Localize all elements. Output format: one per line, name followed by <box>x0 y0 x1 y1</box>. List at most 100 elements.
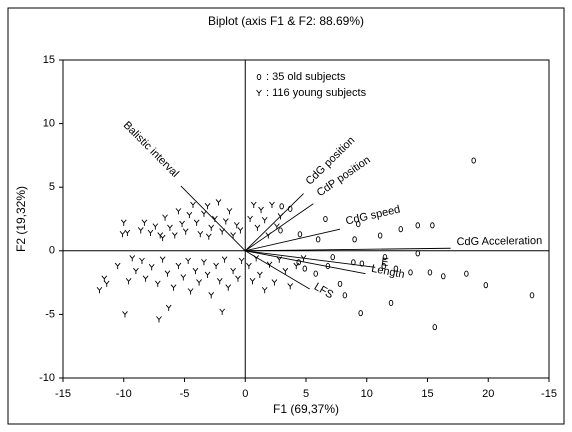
x-axis-label: F1 (69,37%) <box>273 402 339 416</box>
young-point <box>125 278 132 285</box>
young-point <box>187 288 194 295</box>
old-point <box>313 270 318 277</box>
old-point <box>358 310 363 317</box>
old-point <box>432 324 438 331</box>
young-point <box>256 271 263 278</box>
young-point <box>171 232 178 239</box>
vector-label: CdG Acceleration <box>457 235 543 248</box>
young-point <box>96 286 103 294</box>
young-point <box>238 257 245 264</box>
young-point <box>204 202 211 210</box>
old-point <box>342 292 348 299</box>
young-point <box>249 278 256 285</box>
young-point <box>139 257 145 264</box>
vector <box>244 193 304 252</box>
young-point <box>208 224 215 231</box>
old-point <box>415 250 421 257</box>
young-point <box>190 201 196 209</box>
young-point <box>156 316 162 323</box>
old-point <box>464 270 469 277</box>
young-point <box>208 292 215 299</box>
young-point <box>282 267 289 275</box>
legend-marker <box>256 89 262 96</box>
young-point <box>269 201 275 209</box>
old-point <box>315 236 321 243</box>
outer-frame <box>7 7 565 425</box>
vector <box>245 247 451 252</box>
young-point <box>197 230 204 238</box>
old-point <box>427 269 433 276</box>
young-point <box>180 274 187 281</box>
x-tick-label: 5 <box>303 388 309 400</box>
young-point <box>147 229 154 236</box>
young-point <box>141 219 148 226</box>
old-point <box>529 292 535 299</box>
young-point <box>185 257 191 264</box>
young-point <box>101 275 108 282</box>
young-point <box>271 279 278 286</box>
young-point <box>142 275 149 282</box>
young-point <box>120 219 127 226</box>
young-point <box>114 262 121 270</box>
young-point <box>258 206 264 214</box>
young-point <box>201 258 207 266</box>
young-point <box>201 210 207 217</box>
vector-label: E <box>380 256 389 269</box>
old-point <box>297 231 303 238</box>
y-tick-label: 15 <box>43 54 55 66</box>
vector <box>245 250 310 290</box>
young-point <box>164 270 171 277</box>
young-point <box>175 208 182 215</box>
young-point <box>293 262 300 270</box>
vector <box>245 228 341 252</box>
y-tick-label: 5 <box>49 181 55 193</box>
old-point <box>441 273 446 280</box>
young-point <box>182 228 189 235</box>
young-point <box>254 224 261 231</box>
old-point <box>278 227 283 234</box>
old-point <box>483 282 489 289</box>
old-point <box>330 254 335 261</box>
x-tick-label: 20 <box>482 388 494 400</box>
young-point <box>186 211 193 219</box>
young-point <box>221 256 228 263</box>
young-point <box>219 308 226 315</box>
x-tick-label: 0 <box>242 388 248 400</box>
old-point <box>352 236 357 243</box>
young-point <box>165 304 172 312</box>
y-tick-label: -5 <box>45 308 55 320</box>
old-point <box>337 280 343 287</box>
young-point <box>154 280 161 287</box>
legend-label: : 35 old subjects <box>266 71 346 83</box>
young-point <box>175 262 182 270</box>
young-point <box>205 233 212 240</box>
x-tick-label: -10 <box>116 388 132 400</box>
legend-label: : 116 young subjects <box>266 87 367 99</box>
old-point <box>382 254 388 261</box>
x-tick-label: -5 <box>180 388 190 400</box>
vector <box>245 250 366 275</box>
young-point <box>179 220 185 228</box>
young-point <box>222 218 229 225</box>
old-point <box>471 157 476 164</box>
young-point <box>162 214 168 221</box>
young-point <box>192 267 199 275</box>
young-point <box>250 201 257 209</box>
old-point <box>279 203 284 210</box>
old-point <box>398 226 404 233</box>
legend-marker <box>256 73 262 81</box>
young-point <box>103 280 110 287</box>
young-point <box>152 223 159 230</box>
young-point <box>225 284 232 291</box>
young-point <box>237 227 244 234</box>
young-point <box>196 279 202 286</box>
young-point <box>119 230 126 238</box>
vector <box>245 250 376 268</box>
young-point <box>226 208 233 215</box>
young-point <box>129 255 136 262</box>
chart-title: Biplot (axis F1 & F2: 88.69%) <box>208 14 364 28</box>
young-point <box>261 216 268 224</box>
young-point <box>159 256 166 263</box>
young-point <box>159 234 166 242</box>
